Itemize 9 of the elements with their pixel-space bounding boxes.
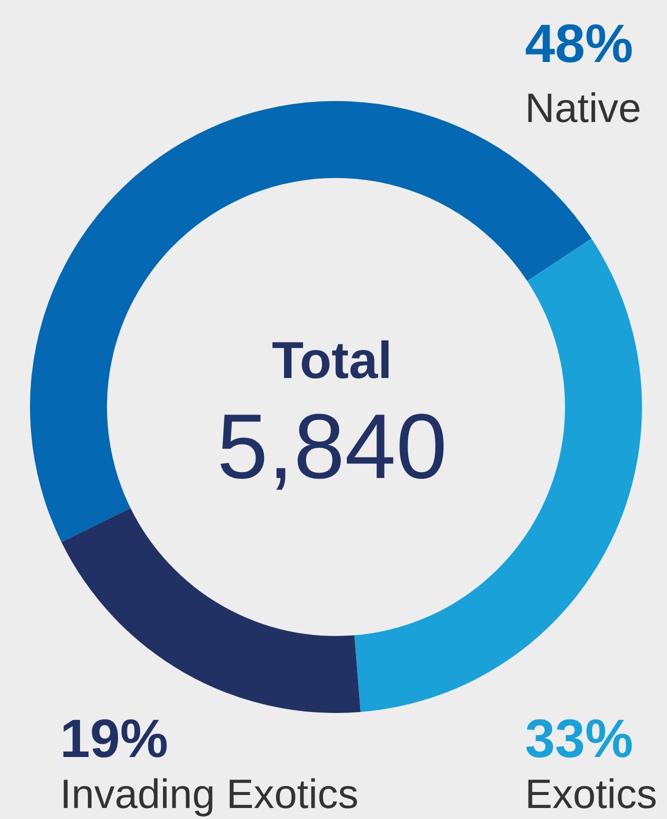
text: Total bbox=[272, 332, 392, 390]
data-label: 19% bbox=[60, 709, 168, 769]
data-label: 33% bbox=[525, 709, 634, 769]
data-label: 48% bbox=[525, 14, 634, 74]
slice-label: Invading Exotics bbox=[60, 771, 359, 817]
donut-slice bbox=[61, 508, 361, 713]
slice-label: Exotics bbox=[525, 771, 658, 817]
text: 5,840 bbox=[216, 396, 448, 498]
slice-label: Native bbox=[525, 85, 642, 131]
